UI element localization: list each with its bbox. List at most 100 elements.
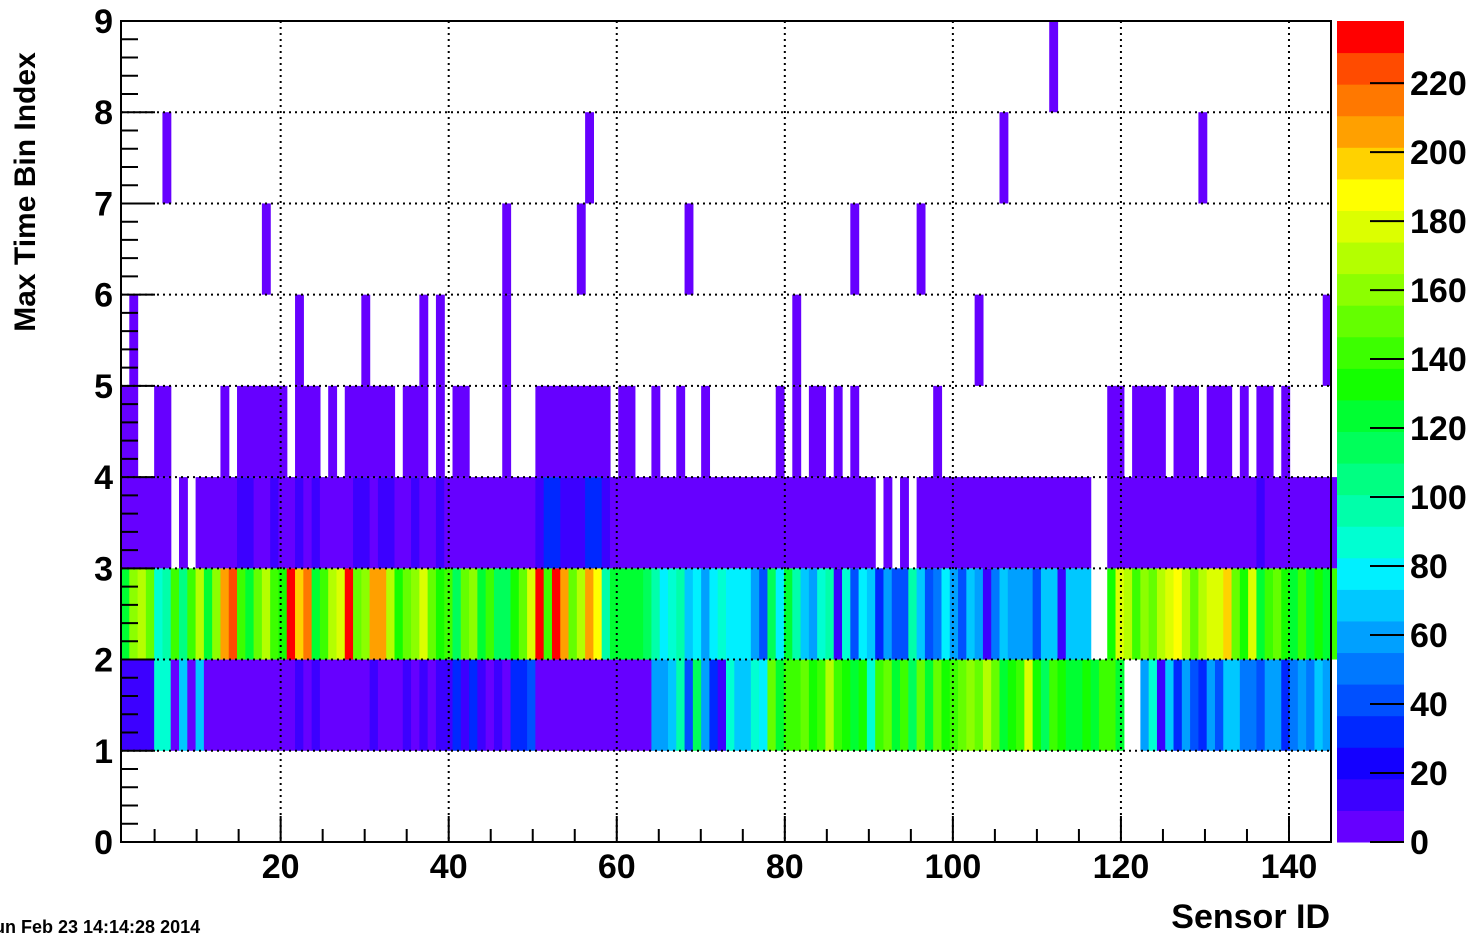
heatmap-cell [1082,659,1092,751]
heatmap-cell [792,477,802,569]
heatmap-cell [1165,659,1175,751]
heatmap-cell [237,568,246,660]
heatmap-cell [1115,385,1125,478]
heatmap-cell [1057,568,1067,660]
heatmap-cell [295,477,304,569]
heatmap-cell [1256,477,1266,569]
z-tick-label: 160 [1410,272,1467,310]
heatmap-cell [576,477,586,569]
heatmap-cell [1314,659,1324,751]
palette-band [1337,684,1404,717]
heatmap-cell [435,659,445,751]
heatmap-cell [684,659,694,751]
heatmap-cell [435,568,445,660]
heatmap-cell [1190,568,1199,660]
heatmap-cell [386,385,396,478]
heatmap-cell [237,659,246,751]
heatmap-cell [1206,659,1216,751]
heatmap-cell [1206,477,1216,569]
heatmap-cell [179,477,188,569]
heatmap-cell [361,568,371,660]
heatmap-cell [129,294,139,386]
palette-band [1337,652,1404,685]
heatmap-cell [609,568,619,660]
heatmap-cell [601,477,611,569]
heatmap-cell [460,659,470,751]
heatmap-cell [460,477,470,569]
heatmap-cell [842,477,851,569]
heatmap-cell [866,659,876,751]
heatmap-cell [1272,477,1282,569]
heatmap-cell [825,568,835,660]
palette-band [1337,52,1404,85]
heatmap-cell [734,659,744,751]
x-axis: 20 40 60 80 100 120 140 [153,816,1332,886]
heatmap-cell [659,568,669,660]
heatmap-cell [419,385,429,478]
heatmap-cell [245,568,255,660]
heatmap-cell [1156,477,1166,569]
heatmap-cell [402,477,412,569]
heatmap-cell [311,568,321,660]
heatmap-cell [701,568,711,660]
heatmap-cell [353,477,362,569]
heatmap-cell [1132,568,1141,660]
heatmap-cell [1007,568,1017,660]
heatmap-cell [1032,477,1042,569]
heatmap-cell [709,659,719,751]
heatmap-cell [941,568,951,660]
heatmap-cell [394,659,404,751]
heatmap-cell [775,568,785,660]
heatmap-cell [502,659,512,751]
heatmap-cell [535,568,545,660]
heatmap-cell [1281,385,1291,478]
heatmap-cell [991,477,1001,569]
heatmap-cell [228,568,238,660]
heatmap-cell [701,385,711,478]
heatmap-cell [958,659,967,751]
heatmap-cell [336,477,346,569]
heatmap-cell [129,385,139,478]
heatmap-cell [121,659,130,751]
heatmap-cell [817,568,827,660]
heatmap-cell [154,477,164,569]
heatmap-cell [924,568,934,660]
heatmap-cell [585,568,594,660]
heatmap-cell [162,385,172,478]
heatmap-cell [1214,659,1224,751]
heatmap-cell [742,477,752,569]
heatmap-cell [742,568,752,660]
heatmap-cell [982,568,992,660]
heatmap-cell [643,477,653,569]
heatmap-cell [469,659,478,751]
heatmap-cell [460,568,470,660]
heatmap-cell [543,568,553,660]
heatmap-cell [1049,659,1059,751]
heatmap-cell [502,477,512,569]
x-tick-label: 20 [262,848,300,886]
heatmap-cell [618,659,628,751]
heatmap-cell [261,659,271,751]
heatmap-cell [726,568,735,660]
z-tick-label: 120 [1410,410,1467,448]
heatmap-cell [402,659,412,751]
heatmap-cell [576,385,586,478]
heatmap-cell [974,294,984,386]
heatmap-cell [195,568,205,660]
heatmap-cell [477,477,487,569]
heatmap-cell [361,294,371,386]
heatmap-cell [1223,385,1233,478]
heatmap-cell [502,294,512,386]
heatmap-cell [311,477,321,569]
heatmap-cell [1016,659,1025,751]
heatmap-cell [850,203,860,295]
y-axis-label: Max Time Bin Index [9,52,42,332]
heatmap-cell [369,477,379,569]
heatmap-cell [518,477,528,569]
heatmap-cell [195,659,205,751]
heatmap-cell [377,477,387,569]
heatmap-cell [1223,659,1233,751]
heatmap-cell [270,477,280,569]
heatmap-cell [394,568,404,660]
heatmap-cell [891,659,901,751]
